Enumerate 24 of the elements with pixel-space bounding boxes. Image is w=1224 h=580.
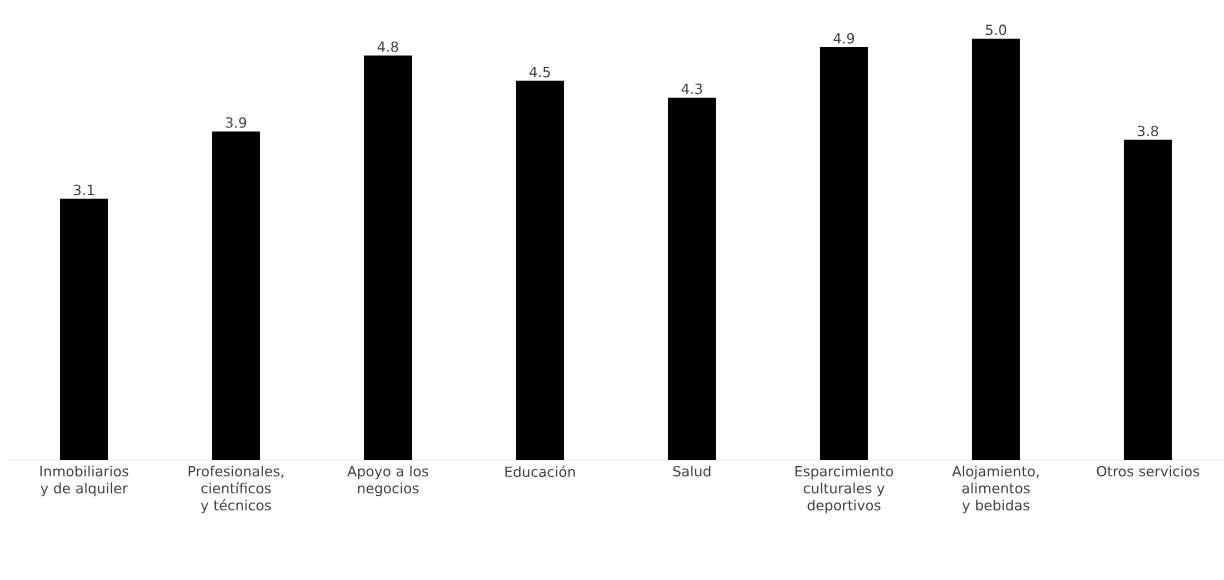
bar <box>971 38 1020 460</box>
data-label: 4.3 <box>681 83 702 95</box>
x-tick-label: Otros servicios <box>1096 465 1200 477</box>
bar <box>60 198 109 460</box>
data-label: 4.8 <box>377 41 399 53</box>
bar <box>819 47 868 460</box>
x-tick-label: Salud <box>673 465 711 477</box>
bar <box>667 97 716 460</box>
bar <box>363 55 412 460</box>
bar <box>515 80 564 460</box>
data-label: 3.1 <box>73 184 94 196</box>
bar <box>1123 139 1172 460</box>
x-tick-label: Profesionales, científicos y técnicos <box>188 465 284 514</box>
data-label: 5.0 <box>985 24 1007 36</box>
x-tick-label: Educación <box>505 465 575 478</box>
data-label: 4.5 <box>529 66 550 78</box>
bar <box>212 131 260 460</box>
data-label: 4.9 <box>833 32 855 44</box>
x-tick-label: Inmobiliarios y de alquiler <box>40 465 129 497</box>
x-tick-label: Esparcimiento culturales y deportivos <box>795 465 894 514</box>
data-label: 3.9 <box>225 117 247 128</box>
x-tick-label: Alojamiento, alimentos y bebidas <box>952 465 1039 514</box>
data-label: 3.8 <box>1137 125 1159 137</box>
x-tick-label: Apoyo a los negocios <box>347 465 429 497</box>
